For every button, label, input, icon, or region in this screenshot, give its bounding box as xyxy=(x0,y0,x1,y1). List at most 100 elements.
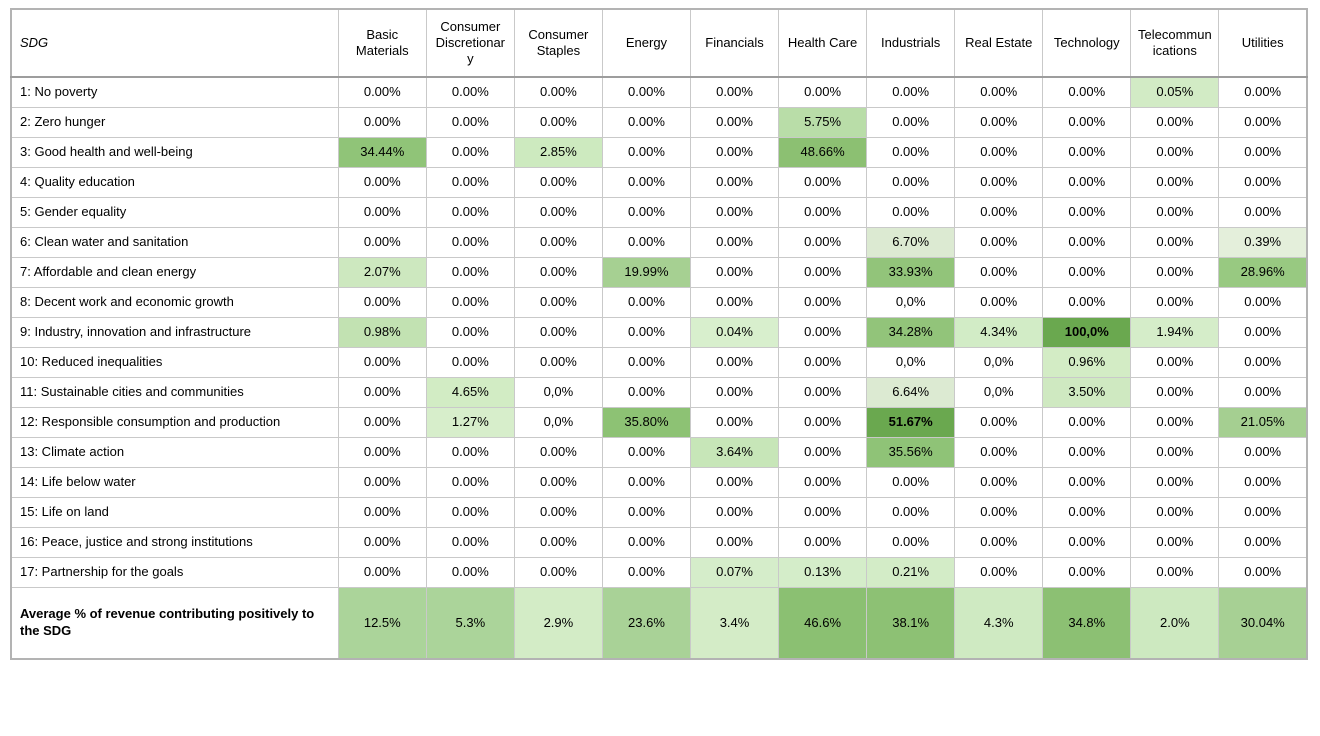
table-cell: 0.00% xyxy=(601,317,692,348)
table-cell: 0.00% xyxy=(601,76,692,108)
table-cell: 0.00% xyxy=(1130,527,1220,558)
table-cell: 0.00% xyxy=(601,137,692,168)
row-label: 9: Industry, innovation and infrastructu… xyxy=(10,317,339,348)
table-cell: 0.00% xyxy=(337,377,427,408)
table-cell: 0.21% xyxy=(866,557,956,588)
table-cell: 0.00% xyxy=(601,287,692,318)
row-label: 16: Peace, justice and strong institutio… xyxy=(10,527,339,558)
table-cell: 0.00% xyxy=(601,437,692,468)
table-cell: 0.00% xyxy=(1130,467,1220,498)
table-row: 4: Quality education 0.00% 0.00% 0.00% 0.00%… xyxy=(10,167,1308,198)
table-cell: 0.00% xyxy=(1218,167,1308,198)
table-cell: 0.00% xyxy=(1042,557,1132,588)
table-cell: 0.00% xyxy=(866,167,956,198)
table-cell: 0.00% xyxy=(954,227,1044,258)
table-cell: 4.65% xyxy=(425,377,515,408)
table-cell: 0.00% xyxy=(425,437,515,468)
table-cell: 0.00% xyxy=(778,467,868,498)
table-cell: 0.00% xyxy=(601,347,692,378)
table-cell: 0.00% xyxy=(778,527,868,558)
average-cell: 23.6% xyxy=(601,587,692,660)
table-cell: 0.00% xyxy=(1130,407,1220,438)
table-cell: 0.00% xyxy=(1218,467,1308,498)
table-cell: 2.85% xyxy=(513,137,603,168)
table-cell: 0.00% xyxy=(1218,137,1308,168)
table-body: 1: No poverty 0.00% 0.00% 0.00% 0.00% 0.00% 0.… xyxy=(10,76,1308,588)
table-cell: 0.00% xyxy=(778,197,868,228)
table-cell: 0.00% xyxy=(513,257,603,288)
table-cell: 0.00% xyxy=(1218,437,1308,468)
table-cell: 0.00% xyxy=(601,107,692,138)
table-cell: 48.66% xyxy=(778,137,868,168)
table-cell: 0.00% xyxy=(778,437,868,468)
average-cell: 5.3% xyxy=(425,587,515,660)
table-cell: 0.00% xyxy=(425,527,515,558)
average-cell: 3.4% xyxy=(689,587,780,660)
table-cell: 0.00% xyxy=(1130,107,1220,138)
row-label: 7: Affordable and clean energy xyxy=(10,257,339,288)
row-label: 11: Sustainable cities and communities xyxy=(10,377,339,408)
table-cell: 0,0% xyxy=(866,347,956,378)
row-label: 10: Reduced inequalities xyxy=(10,347,339,378)
table-cell: 4.34% xyxy=(954,317,1044,348)
table-cell: 0.00% xyxy=(337,227,427,258)
table-cell: 0.00% xyxy=(425,497,515,528)
table-cell: 6.70% xyxy=(866,227,956,258)
table-cell: 0.00% xyxy=(337,197,427,228)
table-cell: 0.00% xyxy=(954,197,1044,228)
table-cell: 5.75% xyxy=(778,107,868,138)
table-cell: 0.00% xyxy=(866,497,956,528)
row-label: 3: Good health and well-being xyxy=(10,137,339,168)
column-header-3: Consumer Staples xyxy=(513,8,603,78)
sdg-revenue-heatmap-table: SDG Basic Materials Consumer Discretionary… xyxy=(10,8,1308,660)
table-cell: 0.00% xyxy=(954,467,1044,498)
table-cell: 19.99% xyxy=(601,257,692,288)
table-cell: 0.00% xyxy=(513,437,603,468)
average-cell: 2.9% xyxy=(513,587,603,660)
table-cell: 0.00% xyxy=(425,347,515,378)
row-label: 6: Clean water and sanitation xyxy=(10,227,339,258)
table-cell: 3.64% xyxy=(689,437,780,468)
table-cell: 33.93% xyxy=(866,257,956,288)
column-header-4: Energy xyxy=(601,8,692,78)
table-cell: 0.00% xyxy=(689,377,780,408)
table-cell: 0.00% xyxy=(425,317,515,348)
row-label: 4: Quality education xyxy=(10,167,339,198)
table-cell: 0.00% xyxy=(337,437,427,468)
table-cell: 0.00% xyxy=(1130,557,1220,588)
table-cell: 0.00% xyxy=(954,76,1044,108)
table-cell: 0.00% xyxy=(425,287,515,318)
row-label: 5: Gender equality xyxy=(10,197,339,228)
column-header-1: Basic Materials xyxy=(337,8,427,78)
table-cell: 0,0% xyxy=(866,287,956,318)
table-cell: 21.05% xyxy=(1218,407,1308,438)
row-label: 14: Life below water xyxy=(10,467,339,498)
table-cell: 0,0% xyxy=(954,377,1044,408)
table-cell: 0.00% xyxy=(778,167,868,198)
table-cell: 0.00% xyxy=(601,167,692,198)
table-cell: 0.00% xyxy=(601,557,692,588)
table-cell: 0.00% xyxy=(1130,227,1220,258)
table-cell: 0.00% xyxy=(1218,287,1308,318)
table-cell: 0,0% xyxy=(513,407,603,438)
table-cell: 0.00% xyxy=(1130,437,1220,468)
table-cell: 0.00% xyxy=(689,137,780,168)
table-cell: 0.00% xyxy=(337,76,427,108)
table-cell: 0.00% xyxy=(425,76,515,108)
average-row: Average % of revenue contributing positi… xyxy=(10,587,1308,660)
table-cell: 0.00% xyxy=(1218,497,1308,528)
row-label: 15: Life on land xyxy=(10,497,339,528)
table-cell: 0.00% xyxy=(513,107,603,138)
table-cell: 0.00% xyxy=(513,287,603,318)
table-row: 2: Zero hunger 0.00% 0.00% 0.00% 0.00% 0.00% 5… xyxy=(10,107,1308,138)
table-cell: 0.96% xyxy=(1042,347,1132,378)
table-cell: 0.00% xyxy=(689,167,780,198)
table-cell: 0.00% xyxy=(778,347,868,378)
table-cell: 0.00% xyxy=(1218,76,1308,108)
table-cell: 0.00% xyxy=(1042,527,1132,558)
table-cell: 0.00% xyxy=(1218,557,1308,588)
table-cell: 35.80% xyxy=(601,407,692,438)
table-cell: 0.00% xyxy=(1042,407,1132,438)
table-cell: 0.00% xyxy=(689,347,780,378)
